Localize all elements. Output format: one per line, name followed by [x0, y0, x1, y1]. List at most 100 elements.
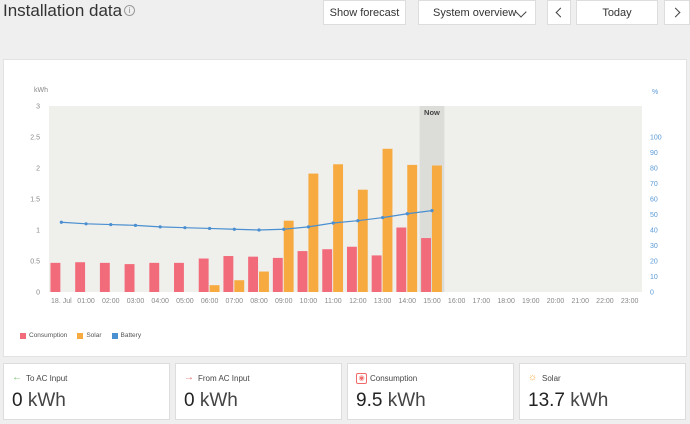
battery-point[interactable]	[232, 227, 236, 231]
x-tick-label: 21:00	[571, 298, 589, 305]
x-tick-label: 02:00	[102, 298, 120, 305]
stat-solar: ☼ Solar 13.7 kWh	[519, 363, 686, 420]
solar-bar[interactable]	[382, 148, 393, 292]
x-tick-label: 07:00	[226, 298, 244, 305]
legend-item-consumption[interactable]: Consumption	[20, 332, 67, 339]
chevron-down-icon	[515, 6, 527, 18]
consumption-bar[interactable]	[371, 255, 382, 292]
consumption-bar[interactable]	[99, 262, 110, 292]
x-tick-label: 17:00	[473, 298, 491, 305]
battery-point[interactable]	[356, 219, 360, 223]
right-tick-label: 70	[650, 181, 658, 188]
chevron-right-icon	[670, 7, 681, 18]
consumption-bar[interactable]	[174, 262, 184, 292]
battery-point[interactable]	[158, 225, 162, 229]
battery-point[interactable]	[257, 228, 261, 232]
battery-point[interactable]	[84, 222, 88, 226]
right-tick-label: 10	[650, 274, 658, 281]
right-tick-label: 40	[650, 228, 658, 235]
battery-point[interactable]	[430, 209, 434, 213]
solar-bar[interactable]	[431, 165, 442, 292]
x-tick-label: 05:00	[176, 298, 194, 305]
left-tick-label: 3	[36, 104, 40, 111]
legend-label-battery: Battery	[120, 332, 142, 339]
x-tick-label: 18. Jul	[51, 298, 72, 305]
solar-bar[interactable]	[234, 280, 245, 292]
right-tick-label: 20	[650, 259, 658, 266]
solar-bar[interactable]	[259, 271, 269, 292]
consumption-bar[interactable]	[396, 227, 407, 292]
consumption-bar[interactable]	[346, 246, 357, 292]
stat-value: 0 kWh	[12, 390, 66, 412]
solar-bar[interactable]	[209, 285, 220, 292]
right-tick-label: 0	[650, 290, 654, 297]
consumption-bar[interactable]	[149, 262, 160, 292]
battery-point[interactable]	[405, 212, 409, 216]
show-forecast-button[interactable]: Show forecast	[323, 0, 406, 25]
x-tick-label: 08:00	[250, 298, 268, 305]
consumption-bar[interactable]	[421, 238, 431, 292]
battery-point[interactable]	[306, 225, 311, 229]
consumption-bar[interactable]	[248, 256, 259, 292]
consumption-bar[interactable]	[223, 256, 234, 292]
x-tick-label: 03:00	[127, 298, 145, 305]
stat-number: 0	[184, 390, 195, 411]
stat-unit: kWh	[27, 390, 66, 411]
left-axis-unit: kWh	[34, 87, 48, 94]
x-tick-label: 06:00	[201, 298, 219, 305]
stat-label: From AC Input	[198, 374, 250, 383]
stat-value: 9.5 kWh	[356, 390, 426, 412]
next-day-button[interactable]	[664, 0, 690, 25]
x-tick-label: 22:00	[596, 298, 614, 305]
solar-bar[interactable]	[407, 164, 418, 292]
consumption-bar[interactable]	[322, 249, 333, 292]
battery-point[interactable]	[183, 226, 187, 230]
consumption-bar[interactable]	[198, 258, 209, 292]
consumption-bar[interactable]	[50, 262, 61, 292]
solar-bar[interactable]	[308, 173, 319, 292]
stat-consumption: ◉ Consumption 9.5 kWh	[347, 363, 514, 420]
legend-swatch-battery	[111, 332, 118, 339]
legend-swatch-consumption	[20, 332, 26, 339]
x-tick-label: 01:00	[77, 298, 95, 305]
x-tick-label: 18:00	[497, 298, 515, 305]
solar-bar[interactable]	[333, 164, 344, 292]
x-tick-label: 11:00	[325, 298, 342, 305]
battery-point[interactable]	[109, 222, 113, 227]
battery-point[interactable]	[380, 216, 385, 220]
battery-point[interactable]	[282, 227, 286, 231]
left-tick-label: 1.5	[30, 197, 40, 204]
system-overview-label: System overview	[433, 6, 517, 19]
info-icon[interactable]: i	[124, 5, 135, 16]
stat-label: Solar	[542, 374, 561, 383]
x-tick-label: 13:00	[374, 298, 392, 305]
solar-bar[interactable]	[357, 189, 368, 292]
system-overview-dropdown[interactable]: System overview	[418, 0, 536, 25]
solar-bar[interactable]	[283, 220, 294, 292]
left-tick-label: 1	[36, 228, 40, 235]
stat-label: Consumption	[370, 374, 418, 383]
right-tick-label: 90	[650, 150, 658, 157]
sun-icon: ☼	[528, 372, 538, 383]
stat-number: 0	[12, 390, 23, 411]
consumption-bar[interactable]	[297, 251, 308, 292]
installation-chart: Now kWh 0 0.5 1 1.5 2 2.5 3% 0 10 20 30 40 50 60 70 80 90…	[30, 87, 662, 305]
legend-item-battery[interactable]: Battery	[111, 332, 142, 339]
consumption-bar[interactable]	[75, 262, 86, 292]
x-tick-label: 15:00	[423, 298, 441, 305]
consumption-bar[interactable]	[272, 257, 283, 292]
battery-point[interactable]	[59, 220, 63, 224]
stat-unit: kWh	[570, 390, 609, 411]
left-tick-label: 0.5	[30, 259, 40, 266]
battery-point[interactable]	[133, 223, 138, 227]
today-button[interactable]: Today	[576, 0, 658, 25]
battery-point[interactable]	[331, 221, 335, 225]
x-tick-label: 20:00	[547, 298, 565, 305]
legend-label-consumption: Consumption	[29, 332, 68, 339]
x-tick-label: 23:00	[621, 298, 639, 305]
legend-item-solar[interactable]: Solar	[77, 332, 102, 339]
battery-point[interactable]	[208, 226, 212, 231]
consumption-bar[interactable]	[124, 264, 135, 292]
previous-day-button[interactable]	[547, 0, 571, 25]
left-tick-label: 0	[36, 290, 40, 297]
